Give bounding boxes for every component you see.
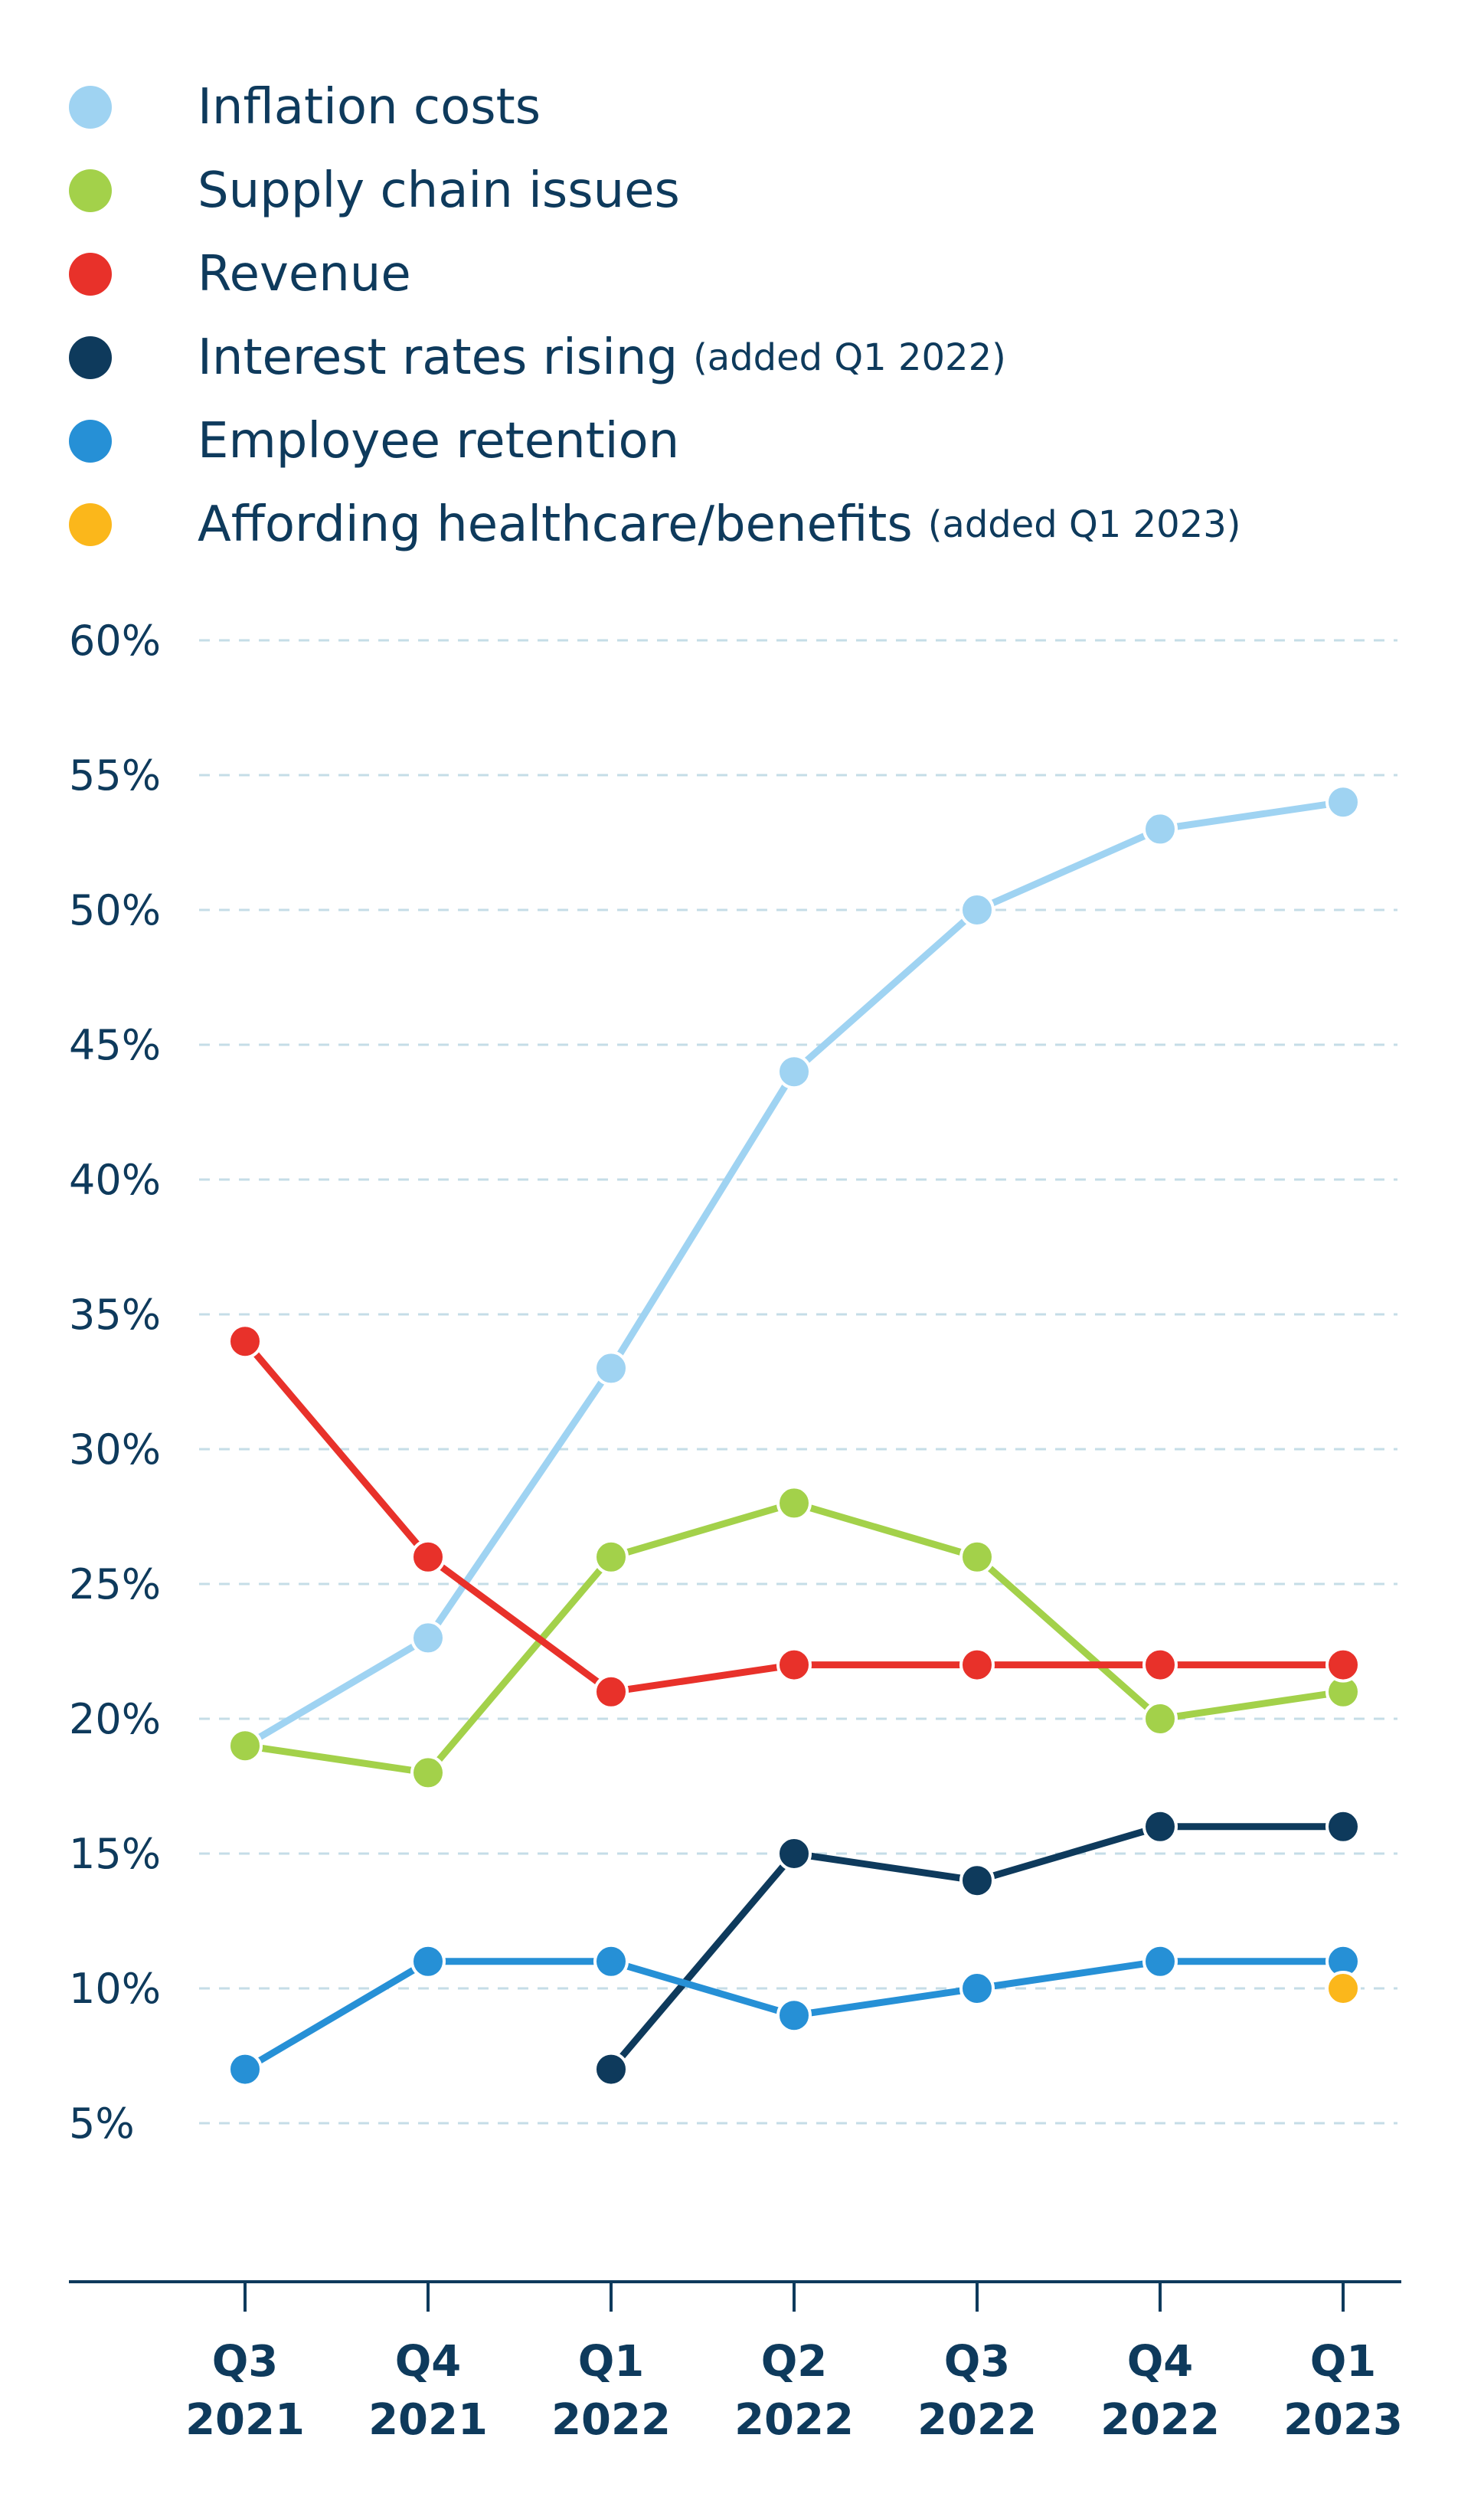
data-point-revenue xyxy=(593,1674,629,1710)
y-tick-label: 35% xyxy=(69,1291,161,1339)
y-tick-label: 55% xyxy=(69,751,161,800)
data-point-employee-retention xyxy=(410,1943,446,1979)
data-point-interest-rates-rising xyxy=(776,1836,812,1871)
legend-swatch xyxy=(69,169,112,212)
data-point-supply-chain-issues xyxy=(593,1539,629,1575)
data-point-supply-chain-issues xyxy=(410,1755,446,1791)
x-tick-label-quarter: Q4 xyxy=(1127,2337,1194,2387)
data-point-revenue xyxy=(1325,1647,1361,1683)
data-point-revenue xyxy=(1142,1647,1178,1683)
y-tick-label: 5% xyxy=(69,2099,135,2148)
y-tick-label: 45% xyxy=(69,1021,161,1069)
chart-legend: Inflation costs Supply chain issues Revenu… xyxy=(69,65,1447,566)
data-point-interest-rates-rising xyxy=(959,1863,995,1899)
x-axis: Q3 2021 Q4 2021 Q1 2022 Q2 2022 Q3 2022 Q4 2022 Q1 20… xyxy=(69,2280,1403,2445)
data-point-interest-rates-rising xyxy=(593,2051,629,2087)
data-point-revenue xyxy=(227,1324,263,1360)
x-tick-label-year: 2022 xyxy=(734,2395,854,2445)
x-tick-label-year: 2022 xyxy=(1100,2395,1220,2445)
series-lines xyxy=(241,798,1347,2073)
data-point-revenue xyxy=(959,1647,995,1683)
data-point-employee-retention xyxy=(227,2051,263,2087)
data-point-supply-chain-issues xyxy=(1142,1701,1178,1736)
data-point-supply-chain-issues xyxy=(227,1728,263,1764)
legend-label: Inflation costs xyxy=(198,78,541,136)
legend-note: (added Q1 2022) xyxy=(693,335,1006,379)
x-tick-label-year: 2022 xyxy=(551,2395,671,2445)
y-tick-label: 30% xyxy=(69,1425,161,1474)
legend-item-employee-retention: Employee retention xyxy=(69,399,1447,483)
data-point-supply-chain-issues xyxy=(959,1539,995,1575)
y-tick-label: 50% xyxy=(69,886,161,934)
x-tick-label-quarter: Q1 xyxy=(578,2337,645,2387)
x-tick-label-year: 2022 xyxy=(917,2395,1037,2445)
series-line-inflation-costs xyxy=(241,798,1347,1749)
x-tick-label-quarter: Q2 xyxy=(761,2337,828,2387)
data-point-employee-retention xyxy=(776,1998,812,2034)
legend-item-inflation-costs: Inflation costs xyxy=(69,65,1447,149)
data-point-employee-retention xyxy=(959,1971,995,2006)
data-point-inflation-costs xyxy=(959,892,995,928)
legend-item-supply-chain-issues: Supply chain issues xyxy=(69,149,1447,232)
series-points xyxy=(227,784,1361,2087)
x-tick-label-year: 2021 xyxy=(368,2395,488,2445)
x-tick-label-quarter: Q1 xyxy=(1310,2337,1377,2387)
legend-label: Revenue xyxy=(198,245,411,303)
data-point-inflation-costs xyxy=(410,1620,446,1656)
legend-label: Interest rates rising xyxy=(198,329,678,386)
series-line-supply-chain-issues xyxy=(241,1499,1347,1776)
x-tick-label-quarter: Q3 xyxy=(212,2337,279,2387)
gridlines xyxy=(199,639,1397,2125)
data-point-supply-chain-issues xyxy=(776,1485,812,1521)
data-point-interest-rates-rising xyxy=(1325,1808,1361,1844)
data-point-employee-retention xyxy=(593,1943,629,1979)
y-tick-label: 25% xyxy=(69,1560,161,1608)
data-point-interest-rates-rising xyxy=(1142,1808,1178,1844)
legend-swatch xyxy=(69,502,112,546)
y-tick-label: 60% xyxy=(69,617,161,665)
y-tick-label: 40% xyxy=(69,1156,161,1204)
legend-swatch xyxy=(69,85,112,129)
x-tick-label-year: 2021 xyxy=(185,2395,305,2445)
data-point-revenue xyxy=(776,1647,812,1683)
data-point-affording-healthcare-benefits xyxy=(1325,1971,1361,2006)
y-tick-label: 15% xyxy=(69,1830,161,1878)
legend-note: (added Q1 2023) xyxy=(927,502,1241,546)
y-tick-label: 20% xyxy=(69,1695,161,1743)
data-point-inflation-costs xyxy=(776,1054,812,1090)
x-tick-label-year: 2023 xyxy=(1283,2395,1403,2445)
legend-item-interest-rates-rising: Interest rates rising (added Q1 2022) xyxy=(69,316,1447,399)
data-point-inflation-costs xyxy=(1142,811,1178,847)
y-tick-label: 10% xyxy=(69,1965,161,2013)
data-point-inflation-costs xyxy=(593,1350,629,1386)
legend-swatch xyxy=(69,335,112,379)
data-point-revenue xyxy=(410,1539,446,1575)
data-point-employee-retention xyxy=(1142,1943,1178,1979)
legend-label: Employee retention xyxy=(198,412,680,470)
legend-label: Supply chain issues xyxy=(198,162,680,219)
legend-label: Affording healthcare/benefits xyxy=(198,496,913,553)
legend-item-revenue: Revenue xyxy=(69,232,1447,316)
legend-swatch xyxy=(69,252,112,296)
legend-swatch xyxy=(69,419,112,463)
x-tick-label-quarter: Q3 xyxy=(944,2337,1011,2387)
legend-item-affording-healthcare-benefits: Affording healthcare/benefits (added Q1 2… xyxy=(69,483,1447,566)
y-axis-ticks: 5% 10% 15% 20% 25% 30% 35% 40% 45% 50% 55% 60% xyxy=(69,617,161,2148)
data-point-inflation-costs xyxy=(1325,784,1361,820)
x-tick-label-quarter: Q4 xyxy=(395,2337,462,2387)
